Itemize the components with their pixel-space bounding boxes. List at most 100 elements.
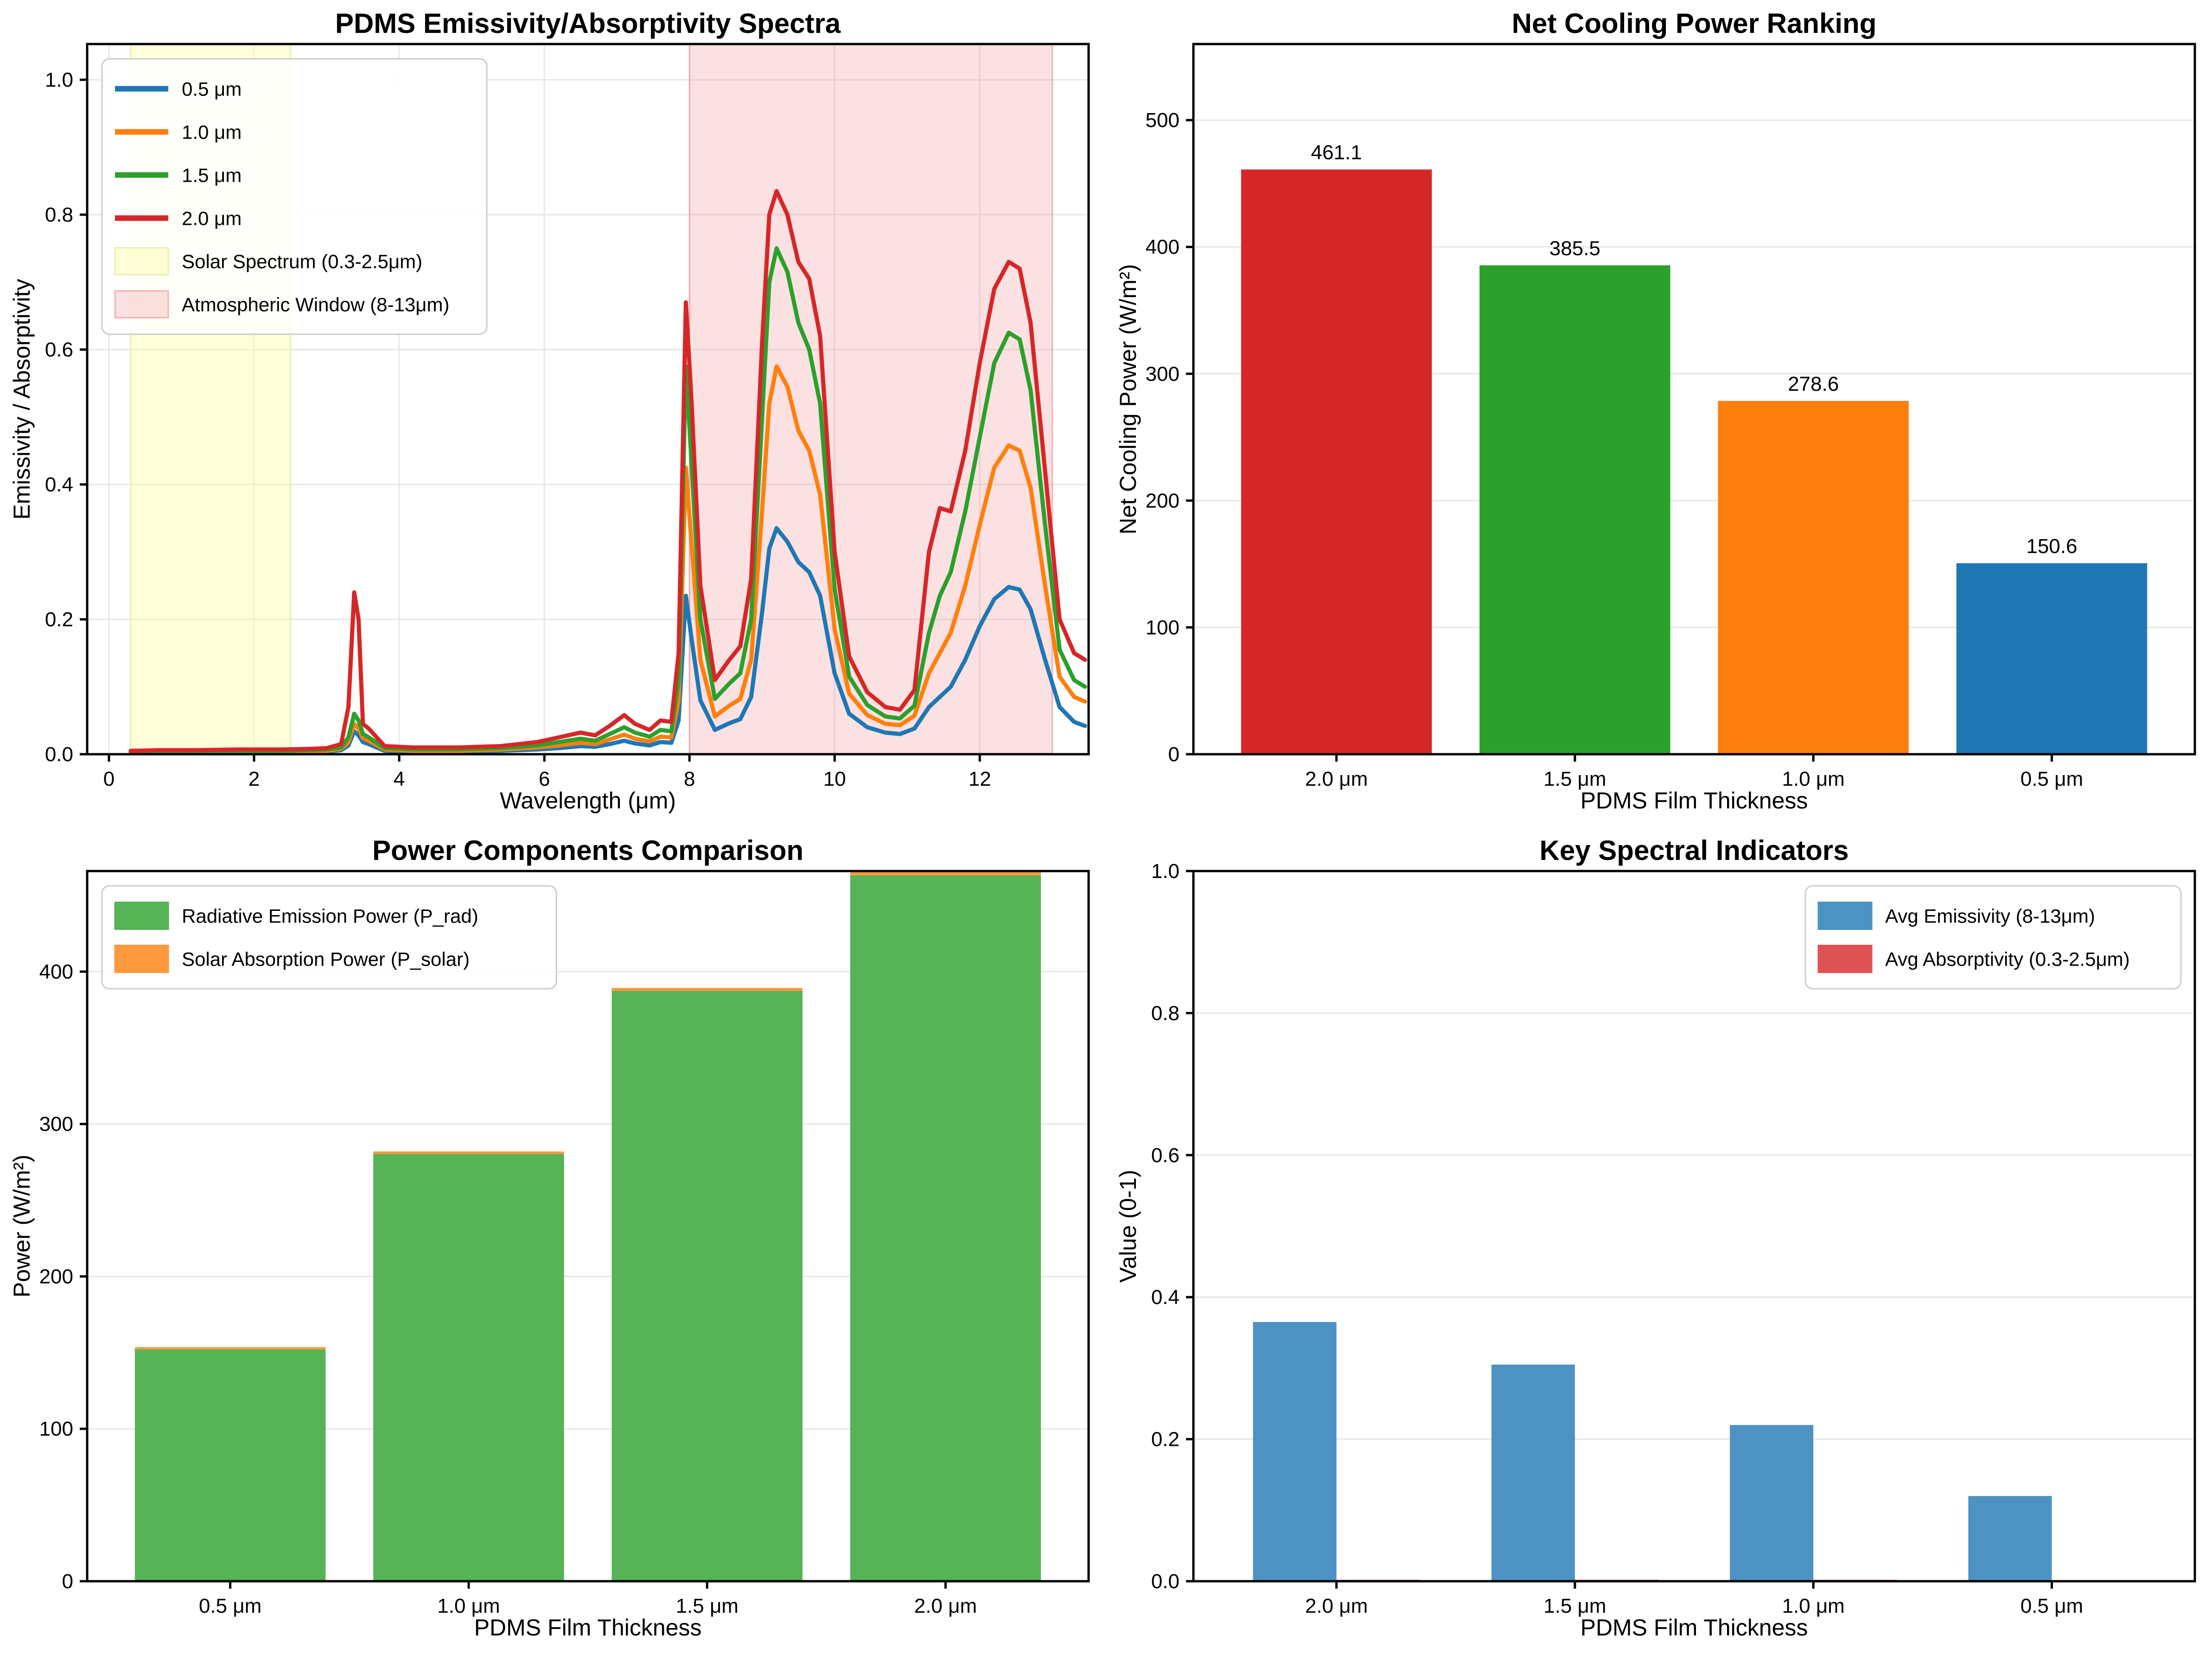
x-tick-label: 1.5 μm bbox=[676, 1595, 738, 1617]
legend-label: 2.0 μm bbox=[182, 208, 242, 229]
series-line-3 bbox=[128, 189, 1087, 753]
x-tick-label: 6 bbox=[539, 768, 550, 790]
x-tick-label: 4 bbox=[394, 768, 405, 790]
grouped-bar bbox=[1968, 1496, 2052, 1581]
chart-title: Net Cooling Power Ranking bbox=[1511, 8, 1877, 39]
y-axis-label: Net Cooling Power (W/m²) bbox=[1115, 264, 1141, 534]
axis-ticks bbox=[80, 78, 981, 762]
y-tick-label: 0.2 bbox=[45, 608, 73, 631]
x-tick-label: 0.5 μm bbox=[2021, 1595, 2083, 1617]
y-tick-label: 200 bbox=[39, 1265, 73, 1288]
y-tick-label: 0.8 bbox=[1151, 1002, 1179, 1024]
axis-ticks bbox=[1186, 870, 2053, 1589]
y-axis-label: Emissivity / Absorptivity bbox=[9, 279, 35, 520]
chart-title: PDMS Emissivity/Absorptivity Spectra bbox=[335, 8, 841, 39]
y-tick-label: 100 bbox=[39, 1418, 73, 1440]
y-tick-label: 0.0 bbox=[1151, 1570, 1179, 1593]
stacked-bar-segment bbox=[850, 872, 1041, 876]
bar bbox=[1241, 169, 1432, 754]
bar-value-label: 278.6 bbox=[1788, 373, 1839, 395]
x-tick-label: 0 bbox=[103, 768, 115, 790]
legend-box bbox=[101, 885, 557, 990]
x-tick-label: 2.0 μm bbox=[1305, 1595, 1368, 1617]
chart-canvas: 0 100 200 300 400 0.5 μm 1.0 μm 1.5 μm 2.0 μm Rad… bbox=[39, 870, 1090, 1617]
stacked-bar-segment bbox=[612, 988, 803, 991]
legend: Avg Emissivity (8-13μm) Avg Absorptivity … bbox=[1804, 885, 2182, 990]
x-tick-label: 1.0 μm bbox=[437, 1595, 500, 1617]
legend-patch-swatch bbox=[114, 290, 169, 318]
y-axis-label: Value (0-1) bbox=[1115, 1170, 1141, 1283]
bar bbox=[1956, 563, 2148, 754]
chart-canvas: 0.0 0.2 0.4 0.6 0.8 1.0 0 2 4 6 8 10 12 0.5 μm 1.0 μm 1… bbox=[45, 43, 1090, 790]
chart-canvas: 461.1 385.5 278.6 150.6 0 100 200 300 400 500 2.0 … bbox=[1146, 43, 2196, 790]
bar bbox=[1479, 265, 1670, 755]
stacked-bar-segment bbox=[612, 991, 803, 1581]
bar-value-label: 150.6 bbox=[2026, 535, 2077, 558]
y-tick-label: 400 bbox=[1146, 236, 1179, 259]
x-tick-label: 2.0 μm bbox=[1305, 768, 1368, 790]
y-tick-label: 200 bbox=[1146, 490, 1179, 512]
y-tick-label: 0 bbox=[62, 1570, 73, 1593]
y-tick-label: 0.2 bbox=[1151, 1428, 1179, 1451]
y-tick-label: 0.8 bbox=[45, 204, 73, 226]
plot-spines bbox=[1192, 870, 2196, 1583]
series-line-0 bbox=[128, 526, 1087, 755]
chart-title: Key Spectral Indicators bbox=[1539, 835, 1849, 866]
axis-ticks bbox=[1186, 119, 2053, 762]
y-tick-label: 1.0 bbox=[45, 69, 73, 91]
spectral-indicators-chart: 0.0 0.2 0.4 0.6 0.8 1.0 2.0 μm 1.5 μm 1.0 μm 0.5 … bbox=[1106, 827, 2212, 1654]
x-axis-label: PDMS Film Thickness bbox=[1580, 1615, 1808, 1641]
spectra-chart: 0.0 0.2 0.4 0.6 0.8 1.0 0 2 4 6 8 10 12 0.5 μm 1.0 μm 1… bbox=[0, 0, 1106, 827]
legend: Radiative Emission Power (P_rad) Solar Ab… bbox=[101, 885, 557, 990]
bar-value-label: 385.5 bbox=[1549, 237, 1600, 260]
legend-label: Radiative Emission Power (P_rad) bbox=[182, 905, 478, 927]
axis-ticks bbox=[80, 970, 947, 1589]
legend-label: Atmospheric Window (8-13μm) bbox=[182, 294, 449, 316]
y-tick-label: 0.6 bbox=[1151, 1144, 1179, 1167]
y-tick-label: 0.4 bbox=[45, 473, 73, 496]
chart-canvas: 0.0 0.2 0.4 0.6 0.8 1.0 2.0 μm 1.5 μm 1.0 μm 0.5 … bbox=[1151, 860, 2196, 1617]
x-tick-label: 12 bbox=[969, 768, 991, 790]
legend-label: 0.5 μm bbox=[182, 78, 242, 100]
legend-label: 1.0 μm bbox=[182, 121, 242, 143]
plot-spines bbox=[86, 43, 1090, 756]
x-tick-label: 1.5 μm bbox=[1543, 1595, 1606, 1617]
y-tick-label: 400 bbox=[39, 961, 73, 983]
y-tick-label: 0 bbox=[1168, 743, 1179, 766]
stacked-bar-segment bbox=[373, 1151, 564, 1154]
legend-patch-swatch bbox=[114, 945, 169, 973]
bar bbox=[1718, 401, 1909, 754]
legend-patch-swatch bbox=[1817, 945, 1873, 973]
net-cooling-chart: 461.1 385.5 278.6 150.6 0 100 200 300 400 500 2.0 … bbox=[1106, 0, 2212, 827]
x-tick-label: 1.5 μm bbox=[1543, 768, 1606, 790]
x-tick-label: 2 bbox=[249, 768, 260, 790]
x-tick-label: 0.5 μm bbox=[199, 1595, 261, 1617]
legend-label: Solar Absorption Power (P_solar) bbox=[182, 948, 470, 970]
power-components-chart: 0 100 200 300 400 0.5 μm 1.0 μm 1.5 μm 2.0 μm Rad… bbox=[0, 827, 1106, 1654]
legend-label: Solar Spectrum (0.3-2.5μm) bbox=[182, 251, 422, 273]
legend-label: Avg Emissivity (8-13μm) bbox=[1885, 905, 2095, 927]
y-tick-label: 0.6 bbox=[45, 338, 73, 361]
y-axis-label: Power (W/m²) bbox=[9, 1154, 35, 1298]
legend-patch-swatch bbox=[114, 902, 169, 930]
series-line-1 bbox=[128, 364, 1087, 755]
x-tick-label: 8 bbox=[684, 768, 695, 790]
y-tick-label: 500 bbox=[1146, 109, 1179, 132]
grouped-bar bbox=[1730, 1425, 1814, 1581]
x-axis-label: PDMS Film Thickness bbox=[474, 1615, 702, 1641]
legend-label: 1.5 μm bbox=[182, 165, 242, 186]
x-tick-label: 0.5 μm bbox=[2021, 768, 2083, 790]
legend-box bbox=[1804, 885, 2182, 990]
legend-patch-swatch bbox=[114, 247, 169, 275]
x-tick-label: 10 bbox=[823, 768, 846, 790]
legend-patch-swatch bbox=[1817, 902, 1873, 930]
y-tick-label: 100 bbox=[1146, 616, 1179, 639]
plot-spines bbox=[1192, 43, 2196, 756]
y-tick-label: 300 bbox=[1146, 363, 1179, 385]
stacked-bar-segment bbox=[134, 1347, 326, 1349]
plot-spines bbox=[86, 870, 1090, 1583]
x-axis-label: Wavelength (μm) bbox=[500, 788, 676, 814]
stacked-bar-segment bbox=[850, 875, 1041, 1581]
bar-value-label: 461.1 bbox=[1311, 141, 1362, 164]
